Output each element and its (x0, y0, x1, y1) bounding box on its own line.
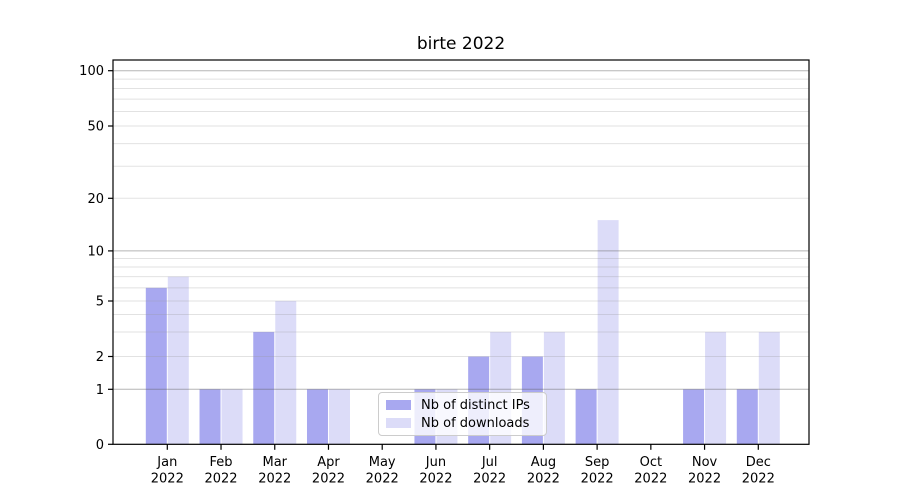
bar-distinct-ips-nov (683, 389, 705, 445)
x-tick-label-month-jul: Jul (481, 455, 498, 470)
bar-downloads-nov (705, 331, 727, 445)
x-tick-label-month-dec: Dec (746, 455, 771, 470)
x-tick-label-month-mar: Mar (262, 455, 287, 470)
bar-distinct-ips-dec (736, 389, 758, 445)
x-tick-label-month-nov: Nov (692, 455, 718, 470)
chart-title: birte 2022 (416, 34, 506, 54)
bar-downloads-apr (328, 389, 350, 445)
legend-item-distinct-ips: Nb of distinct IPs (386, 398, 539, 413)
bar-downloads-feb (221, 389, 243, 445)
legend-item-downloads: Nb of downloads (386, 416, 539, 431)
x-tick-label-year-dec: 2022 (742, 472, 775, 487)
x-tick-label-year-may: 2022 (366, 472, 399, 487)
bar-downloads-dec (758, 331, 780, 445)
y-tick-label-2: 2 (96, 350, 104, 365)
legend-label-downloads: Nb of downloads (421, 415, 530, 431)
x-tick-label-year-aug: 2022 (527, 472, 560, 487)
bar-distinct-ips-jan (145, 287, 167, 445)
x-tick-label-year-jan: 2022 (151, 472, 184, 487)
bar-downloads-mar (275, 301, 297, 445)
x-tick-label-month-aug: Aug (531, 455, 556, 470)
y-tick-label-50: 50 (87, 120, 104, 135)
y-tick-label-1: 1 (96, 383, 104, 398)
x-tick-label-year-mar: 2022 (258, 472, 291, 487)
legend-swatch-downloads (386, 418, 411, 428)
y-tick-label-20: 20 (87, 192, 104, 207)
x-tick-label-month-jun: Jun (425, 455, 446, 470)
x-tick-label-year-jun: 2022 (419, 472, 452, 487)
bar-distinct-ips-feb (199, 389, 221, 445)
x-tick-label-year-jul: 2022 (473, 472, 506, 487)
y-tick-label-100: 100 (79, 64, 104, 79)
x-tick-label-month-apr: Apr (317, 455, 340, 470)
y-tick-label-0: 0 (96, 438, 104, 453)
x-tick-label-year-oct: 2022 (634, 472, 667, 487)
bar-downloads-aug (543, 331, 565, 445)
y-tick-label-10: 10 (87, 244, 104, 259)
x-tick-label-year-feb: 2022 (204, 472, 237, 487)
bar-distinct-ips-apr (306, 389, 328, 445)
x-tick-label-month-may: May (369, 455, 396, 470)
bar-downloads-jan (167, 276, 189, 445)
x-tick-label-year-sep: 2022 (581, 472, 614, 487)
bar-distinct-ips-sep (575, 389, 597, 445)
plot-frame (112, 59, 810, 445)
x-tick-label-month-oct: Oct (640, 455, 662, 470)
x-tick-label-year-nov: 2022 (688, 472, 721, 487)
x-tick-label-month-feb: Feb (210, 455, 233, 470)
bar-distinct-ips-mar (253, 331, 275, 445)
x-tick-label-month-sep: Sep (585, 455, 610, 470)
x-tick-label-year-apr: 2022 (312, 472, 345, 487)
y-tick-label-5: 5 (96, 295, 104, 310)
x-tick-label-month-jan: Jan (156, 455, 177, 470)
legend-label-distinct-ips: Nb of distinct IPs (421, 397, 530, 413)
legend: Nb of distinct IPs Nb of downloads (378, 392, 547, 436)
bar-downloads-sep (597, 220, 619, 445)
legend-swatch-distinct-ips (386, 400, 411, 410)
